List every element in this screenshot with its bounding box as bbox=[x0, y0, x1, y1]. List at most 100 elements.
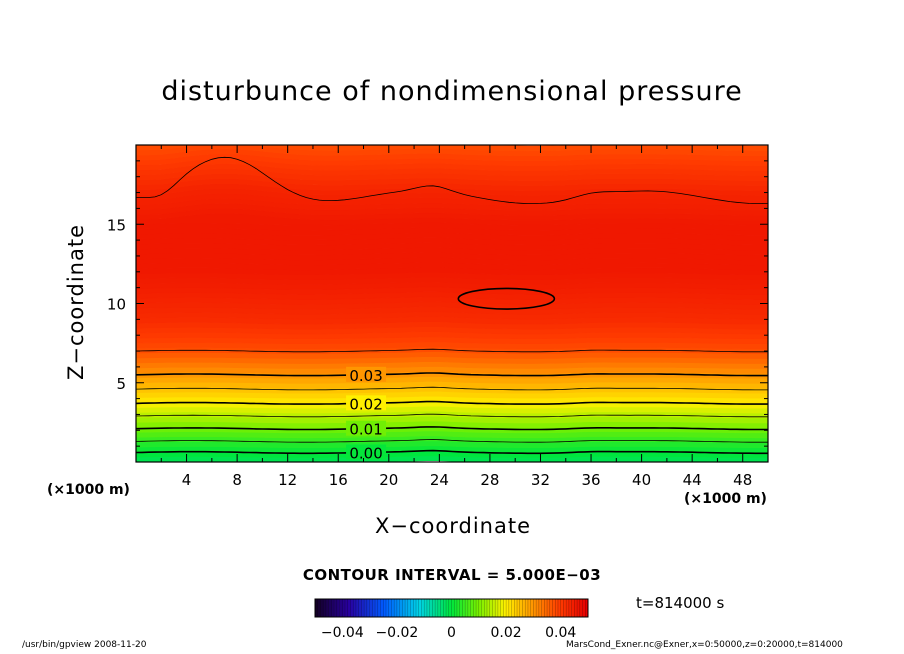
chart-title: disturbunce of nondimensional pressure bbox=[161, 76, 743, 107]
x-tick-label: 8 bbox=[232, 471, 242, 489]
colorbar-cell bbox=[399, 599, 403, 617]
colorbar-cell bbox=[503, 599, 507, 617]
contour-line bbox=[135, 426, 768, 431]
colorbar-cell bbox=[375, 599, 379, 617]
colorbar-cell bbox=[577, 599, 581, 617]
contour-bands bbox=[135, 144, 769, 463]
contour-line bbox=[135, 156, 769, 204]
colorbar-cell bbox=[519, 599, 523, 617]
contour-label: 0.02 bbox=[349, 395, 382, 413]
colorbar-cell bbox=[585, 599, 589, 617]
colorbar-cell bbox=[547, 599, 551, 617]
colorbar-cell bbox=[435, 599, 439, 617]
colorbar-cell bbox=[429, 599, 433, 617]
colorbar-cell bbox=[347, 599, 351, 617]
colorbar-cell bbox=[334, 599, 338, 617]
colorbar-cell bbox=[574, 599, 578, 617]
contour-line bbox=[135, 449, 768, 455]
contour-label: 0.03 bbox=[349, 367, 382, 385]
colorbar-cell bbox=[364, 599, 368, 617]
contour-label-bg bbox=[346, 444, 387, 460]
colorbar-cell bbox=[476, 599, 480, 617]
colorbar-cell bbox=[350, 599, 354, 617]
x-tick-label: 40 bbox=[632, 471, 651, 489]
colorbar-cell bbox=[582, 599, 586, 617]
colorbar-cell bbox=[385, 599, 390, 617]
colorbar-tick-label: 0.02 bbox=[491, 625, 522, 641]
colorbar-cell bbox=[328, 599, 332, 617]
contour-line bbox=[135, 400, 768, 405]
colorbar-cell bbox=[465, 599, 469, 617]
colorbar-cell bbox=[366, 599, 370, 617]
colorbar-cell bbox=[325, 599, 329, 617]
colorbar-cell bbox=[568, 599, 572, 617]
colorbar-cell bbox=[394, 599, 398, 617]
colorbar-cell bbox=[571, 599, 575, 617]
colorbar-cell bbox=[489, 599, 493, 617]
colorbar-cell bbox=[432, 599, 436, 617]
time-label: t=814000 s bbox=[636, 594, 725, 612]
colorbar-cell bbox=[410, 599, 414, 617]
colorbar-cell bbox=[462, 599, 466, 617]
colorbar-tick-label: −0.04 bbox=[321, 625, 364, 641]
colorbar-cell bbox=[358, 599, 362, 617]
footer-data-source: MarsCond_Exner.nc@Exner,x=0:50000,z=0:20… bbox=[566, 640, 843, 650]
colorbar-cell bbox=[369, 599, 373, 617]
colorbar-cell bbox=[416, 599, 420, 617]
colorbar-cell bbox=[323, 599, 327, 617]
x-unit-label-left: (×1000 m) bbox=[47, 482, 130, 498]
contour-label: 0.00 bbox=[349, 444, 382, 462]
colorbar-cell bbox=[391, 599, 395, 617]
colorbar-cell bbox=[544, 599, 548, 617]
colorbar-cell bbox=[424, 599, 428, 617]
colorbar: −0.04 −0.02 0 0.02 0.04 bbox=[314, 598, 589, 641]
colorbar-cell bbox=[525, 599, 529, 617]
x-tick-label: 16 bbox=[329, 471, 348, 489]
contour-label: 0.01 bbox=[349, 421, 382, 439]
colorbar-cell bbox=[426, 599, 430, 617]
colorbar-cell bbox=[402, 599, 406, 617]
colorbar-cell bbox=[530, 599, 534, 617]
colorbar-cell bbox=[345, 599, 349, 617]
colorbar-cell bbox=[533, 599, 537, 617]
colorbar-cell bbox=[443, 599, 447, 617]
colorbar-cell bbox=[514, 599, 518, 617]
colorbar-cell bbox=[380, 599, 384, 617]
y-tick-label: 15 bbox=[107, 216, 126, 234]
colorbar-cell bbox=[377, 599, 381, 617]
colorbar-tick-label: −0.02 bbox=[375, 625, 418, 641]
colorbar-cell bbox=[446, 599, 450, 617]
colorbar-cell bbox=[317, 599, 321, 617]
colorbar-cell bbox=[459, 599, 463, 617]
x-unit-label-right: (×1000 m) bbox=[684, 491, 767, 507]
colorbar-cell bbox=[497, 599, 501, 617]
x-axis-label: X−coordinate bbox=[375, 514, 531, 538]
colorbar-cell bbox=[448, 599, 452, 617]
colorbar-cell bbox=[538, 599, 542, 617]
contour-line bbox=[135, 439, 768, 443]
colorbar-cell bbox=[478, 599, 482, 617]
colorbar-cell bbox=[563, 599, 567, 617]
colorbar-cell bbox=[486, 599, 491, 617]
colorbar-cell bbox=[339, 599, 343, 617]
colorbar-cell bbox=[552, 599, 556, 617]
colorbar-cell bbox=[456, 599, 460, 617]
colorbar-cell bbox=[437, 599, 441, 617]
colorbar-cell bbox=[470, 599, 474, 617]
colorbar-cell bbox=[467, 599, 471, 617]
contour-label-bg bbox=[346, 395, 387, 411]
x-tick-label: 44 bbox=[683, 471, 702, 489]
colorbar-cell bbox=[506, 599, 510, 617]
contour-line bbox=[135, 372, 768, 377]
colorbar-cell bbox=[361, 599, 365, 617]
colorbar-cell bbox=[396, 599, 400, 617]
y-axis-label: Z−coordinate bbox=[64, 224, 88, 380]
colorbar-cell bbox=[536, 599, 540, 617]
colorbar-cell bbox=[421, 599, 425, 617]
colorbar-cell bbox=[353, 599, 357, 617]
contour-line bbox=[135, 386, 768, 391]
colorbar-cell bbox=[511, 599, 515, 617]
contour-line bbox=[135, 348, 768, 353]
colorbar-cell bbox=[320, 599, 324, 617]
